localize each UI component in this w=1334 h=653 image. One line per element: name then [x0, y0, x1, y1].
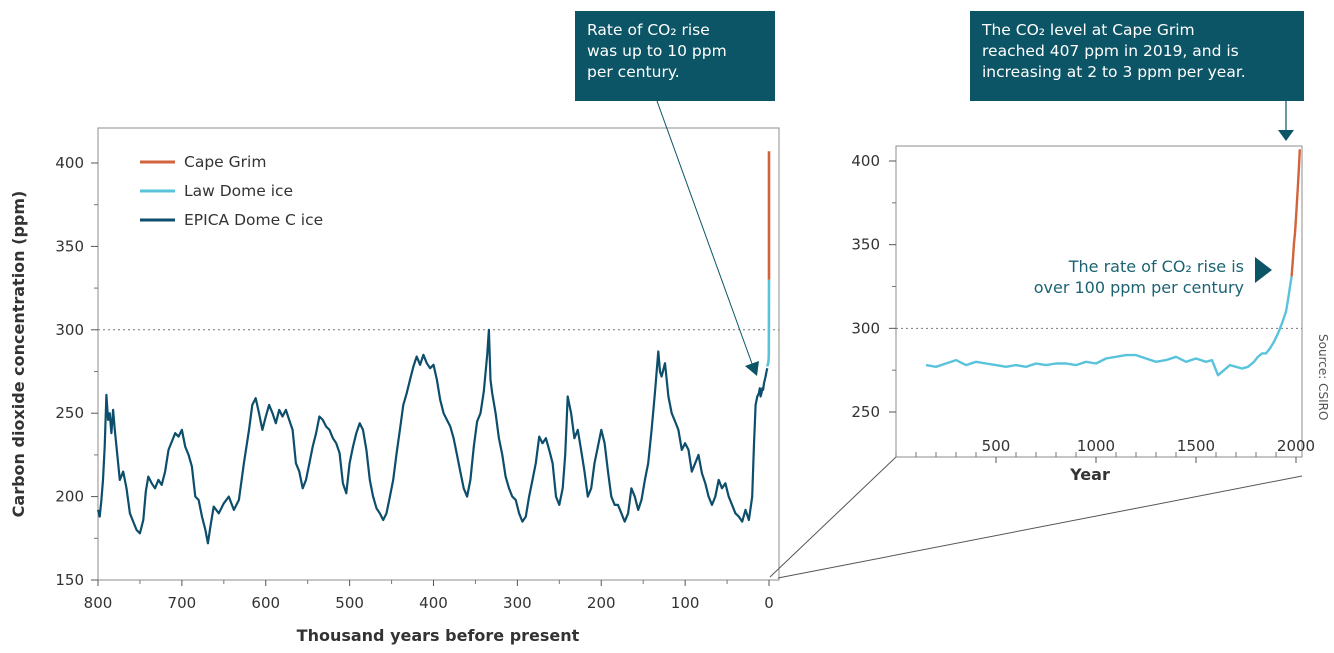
left-callout-line-2: was up to 10 ppm	[587, 42, 727, 60]
right-chart: 250 300 350 400 500 1000 1500 2000 Year	[851, 145, 1315, 484]
right-x-tick-label: 1500	[1177, 437, 1215, 455]
left-x-tick-label: 200	[587, 594, 616, 612]
left-callout-arrow	[656, 100, 759, 376]
left-x-tick-label: 100	[671, 594, 700, 612]
left-x-tick-label: 600	[251, 594, 280, 612]
zoom-connector-lower	[777, 475, 1303, 579]
right-callout: The CO₂ level at Cape Grim reached 407 p…	[970, 11, 1304, 101]
right-callout-line-1: The CO₂ level at Cape Grim	[982, 21, 1195, 39]
right-x-axis-title: Year	[1069, 465, 1110, 484]
legend-label-cape-grim: Cape Grim	[184, 153, 266, 171]
right-y-axis: 250 300 350 400	[851, 152, 896, 421]
right-callout-line-2: reached 407 ppm in 2019, and is	[982, 42, 1239, 60]
left-y-axis-title: Carbon dioxide concentration (ppm)	[9, 191, 28, 518]
left-callout-line-3: per century.	[587, 63, 680, 81]
right-x-tick-label: 2000	[1277, 437, 1315, 455]
rate-pointer-triangle-icon	[1255, 257, 1272, 283]
left-y-tick-label: 200	[55, 488, 84, 506]
rate-annotation-line-1: The rate of CO₂ rise is	[1068, 257, 1244, 276]
left-x-tick-label: 500	[335, 594, 364, 612]
left-y-axis: 150 200 250 300 350 400	[55, 154, 98, 589]
right-x-axis: 500 1000 1500 2000	[895, 437, 1315, 463]
left-x-axis-title: Thousand years before present	[297, 626, 580, 645]
arrowhead-icon	[745, 361, 759, 376]
zoom-connector-upper	[769, 456, 897, 578]
left-x-tick-label: 300	[503, 594, 532, 612]
rate-annotation: The rate of CO₂ rise is over 100 ppm per…	[1034, 256, 1244, 298]
right-callout-line-3: increasing at 2 to 3 ppm per year.	[982, 63, 1246, 81]
source-credit: Source: CSIRO	[1316, 334, 1330, 421]
right-series-group	[925, 149, 1301, 377]
left-callout: Rate of CO₂ rise was up to 10 ppm per ce…	[575, 11, 775, 101]
left-y-tick-label: 350	[55, 237, 84, 255]
left-callout-arrow-line	[656, 100, 756, 373]
right-y-tick-label: 300	[851, 319, 880, 337]
arrowhead-icon	[1278, 130, 1294, 141]
left-y-tick-label: 400	[55, 154, 84, 172]
rate-annotation-line-2: over 100 ppm per century	[1033, 278, 1244, 297]
left-callout-line-1: Rate of CO₂ rise	[587, 21, 710, 39]
right-y-tick-label: 250	[851, 403, 880, 421]
left-y-tick-label: 150	[55, 571, 84, 589]
right-x-tick-label: 1000	[1077, 437, 1115, 455]
left-series-epica-dome-c-ice	[96, 328, 769, 545]
legend-label-epica-dome-c: EPICA Dome C ice	[184, 211, 323, 229]
left-y-tick-label: 250	[55, 404, 84, 422]
left-series-group	[96, 151, 771, 545]
left-series-law-dome-ice	[766, 279, 771, 367]
right-series-cape-grim	[1290, 149, 1301, 277]
right-plot-frame	[895, 145, 1303, 458]
left-x-tick-label: 800	[84, 594, 113, 612]
left-x-axis: 800 700 600 500 400 300 200 100 0	[84, 580, 774, 612]
right-callout-arrow	[1278, 101, 1294, 141]
right-x-tick-label: 500	[982, 437, 1011, 455]
right-series-law-dome-ice	[925, 276, 1293, 377]
left-x-tick-label: 0	[764, 594, 774, 612]
legend: Cape Grim Law Dome ice EPICA Dome C ice	[140, 153, 323, 229]
legend-label-law-dome: Law Dome ice	[184, 182, 293, 200]
left-chart: 150 200 250 300 350 400 800 700 600 500 400 300 200…	[9, 127, 780, 645]
left-y-tick-label: 300	[55, 321, 84, 339]
right-y-tick-label: 400	[851, 152, 880, 170]
left-plot-frame	[97, 127, 780, 581]
left-x-tick-label: 700	[168, 594, 197, 612]
right-y-tick-label: 350	[851, 236, 880, 254]
left-x-tick-label: 400	[419, 594, 448, 612]
